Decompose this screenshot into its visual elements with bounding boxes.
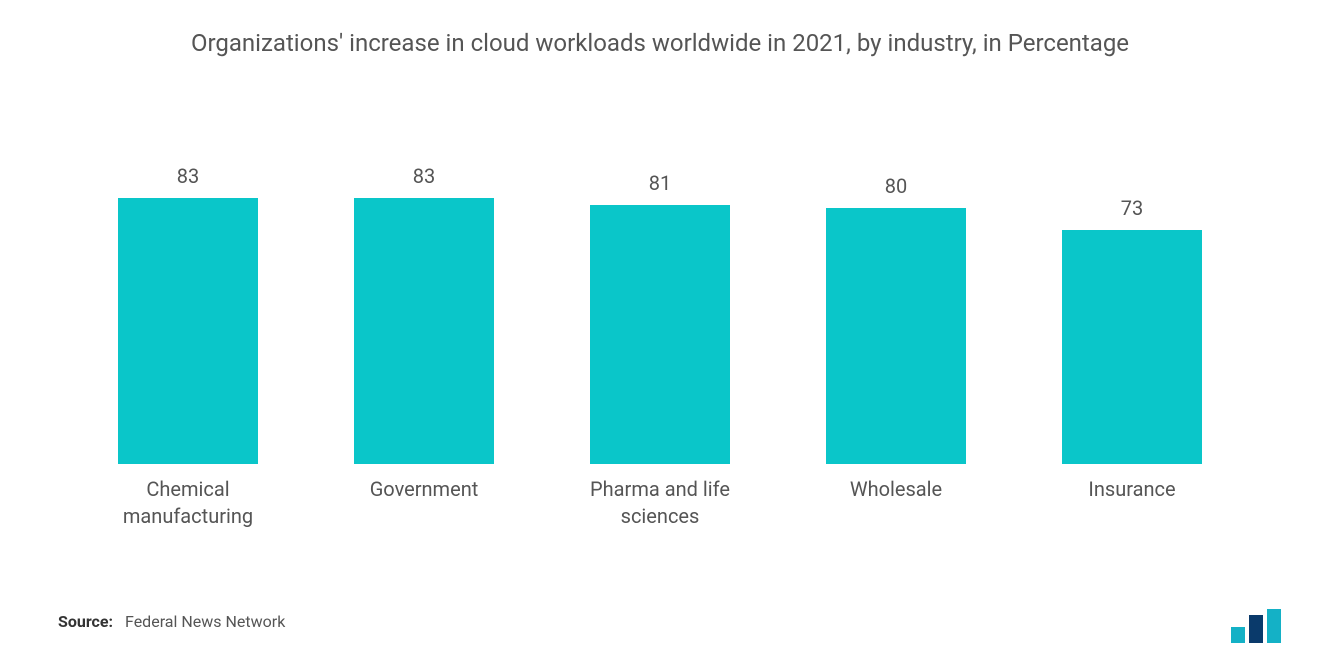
bar-group: 83 Government <box>306 130 542 530</box>
source-line: Source: Federal News Network <box>58 612 285 631</box>
chart-plot-area: 83 Chemical manufacturing 83 Government … <box>70 130 1250 530</box>
bar-category-label: Pharma and life sciences <box>554 476 766 530</box>
source-text: Federal News Network <box>125 612 285 631</box>
bar <box>590 205 730 464</box>
bar-category-label: Chemical manufacturing <box>82 476 294 530</box>
bar-group: 83 Chemical manufacturing <box>70 130 306 530</box>
bar-value-label: 80 <box>885 174 907 198</box>
bar-value-label: 83 <box>177 164 199 188</box>
bar-group: 81 Pharma and life sciences <box>542 130 778 530</box>
bar-category-label: Government <box>370 476 479 530</box>
bar-category-label: Insurance <box>1088 476 1175 530</box>
bar-category-label: Wholesale <box>850 476 942 530</box>
logo-icon <box>1229 609 1285 645</box>
bar-group: 73 Insurance <box>1014 130 1250 530</box>
bar <box>118 198 258 464</box>
bar <box>1062 230 1202 464</box>
chart-title: Organizations' increase in cloud workloa… <box>0 0 1320 59</box>
bar-value-label: 83 <box>413 164 435 188</box>
bar-value-label: 81 <box>649 171 671 195</box>
bar <box>354 198 494 464</box>
bar <box>826 208 966 464</box>
bar-group: 80 Wholesale <box>778 130 1014 530</box>
bar-value-label: 73 <box>1121 196 1143 220</box>
source-prefix: Source: <box>58 612 113 631</box>
